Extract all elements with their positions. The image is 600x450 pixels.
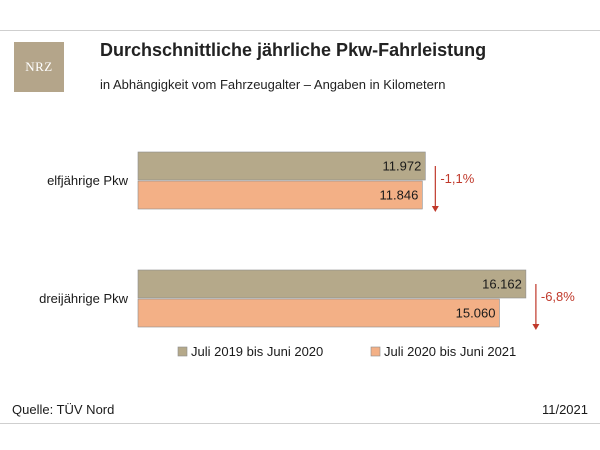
bar-2-series-1: [137, 269, 527, 299]
data-label-1-2: 11.846: [380, 188, 419, 203]
data-label-2-2: 15.060: [456, 306, 496, 321]
change-label-2: -6,8%: [541, 289, 575, 304]
legend-swatch-2: [370, 346, 381, 357]
change-arrow-head-2: [532, 324, 540, 330]
logo-text: NRZ: [25, 59, 53, 74]
data-label-1-1: 11.972: [383, 159, 422, 174]
category-label-2: dreijährige Pkw: [39, 291, 128, 306]
source-note: Quelle: TÜV Nord: [12, 402, 115, 417]
brand-logo: NRZ: [14, 42, 64, 92]
legend-label-2: Juli 2020 bis Juni 2021: [384, 344, 516, 359]
legend-label-1: Juli 2019 bis Juni 2020: [191, 344, 323, 359]
bar-2-series-2: [137, 298, 500, 328]
change-label-1: -1,1%: [440, 171, 474, 186]
bar-1-series-2: [137, 180, 423, 210]
chart-title: Durchschnittliche jährliche Pkw-Fahrleis…: [100, 40, 487, 60]
change-arrow-head-1: [431, 206, 439, 212]
category-label-1: elfjährige Pkw: [47, 173, 129, 188]
chart-subtitle: in Abhängigkeit vom Fahrzeugalter – Anga…: [100, 77, 446, 92]
chart-frame: [0, 30, 600, 424]
bar-1-series-1: [137, 151, 426, 181]
data-label-2-1: 16.162: [482, 277, 522, 292]
publication-date: 11/2021: [541, 402, 588, 417]
legend-swatch-1: [177, 346, 188, 357]
